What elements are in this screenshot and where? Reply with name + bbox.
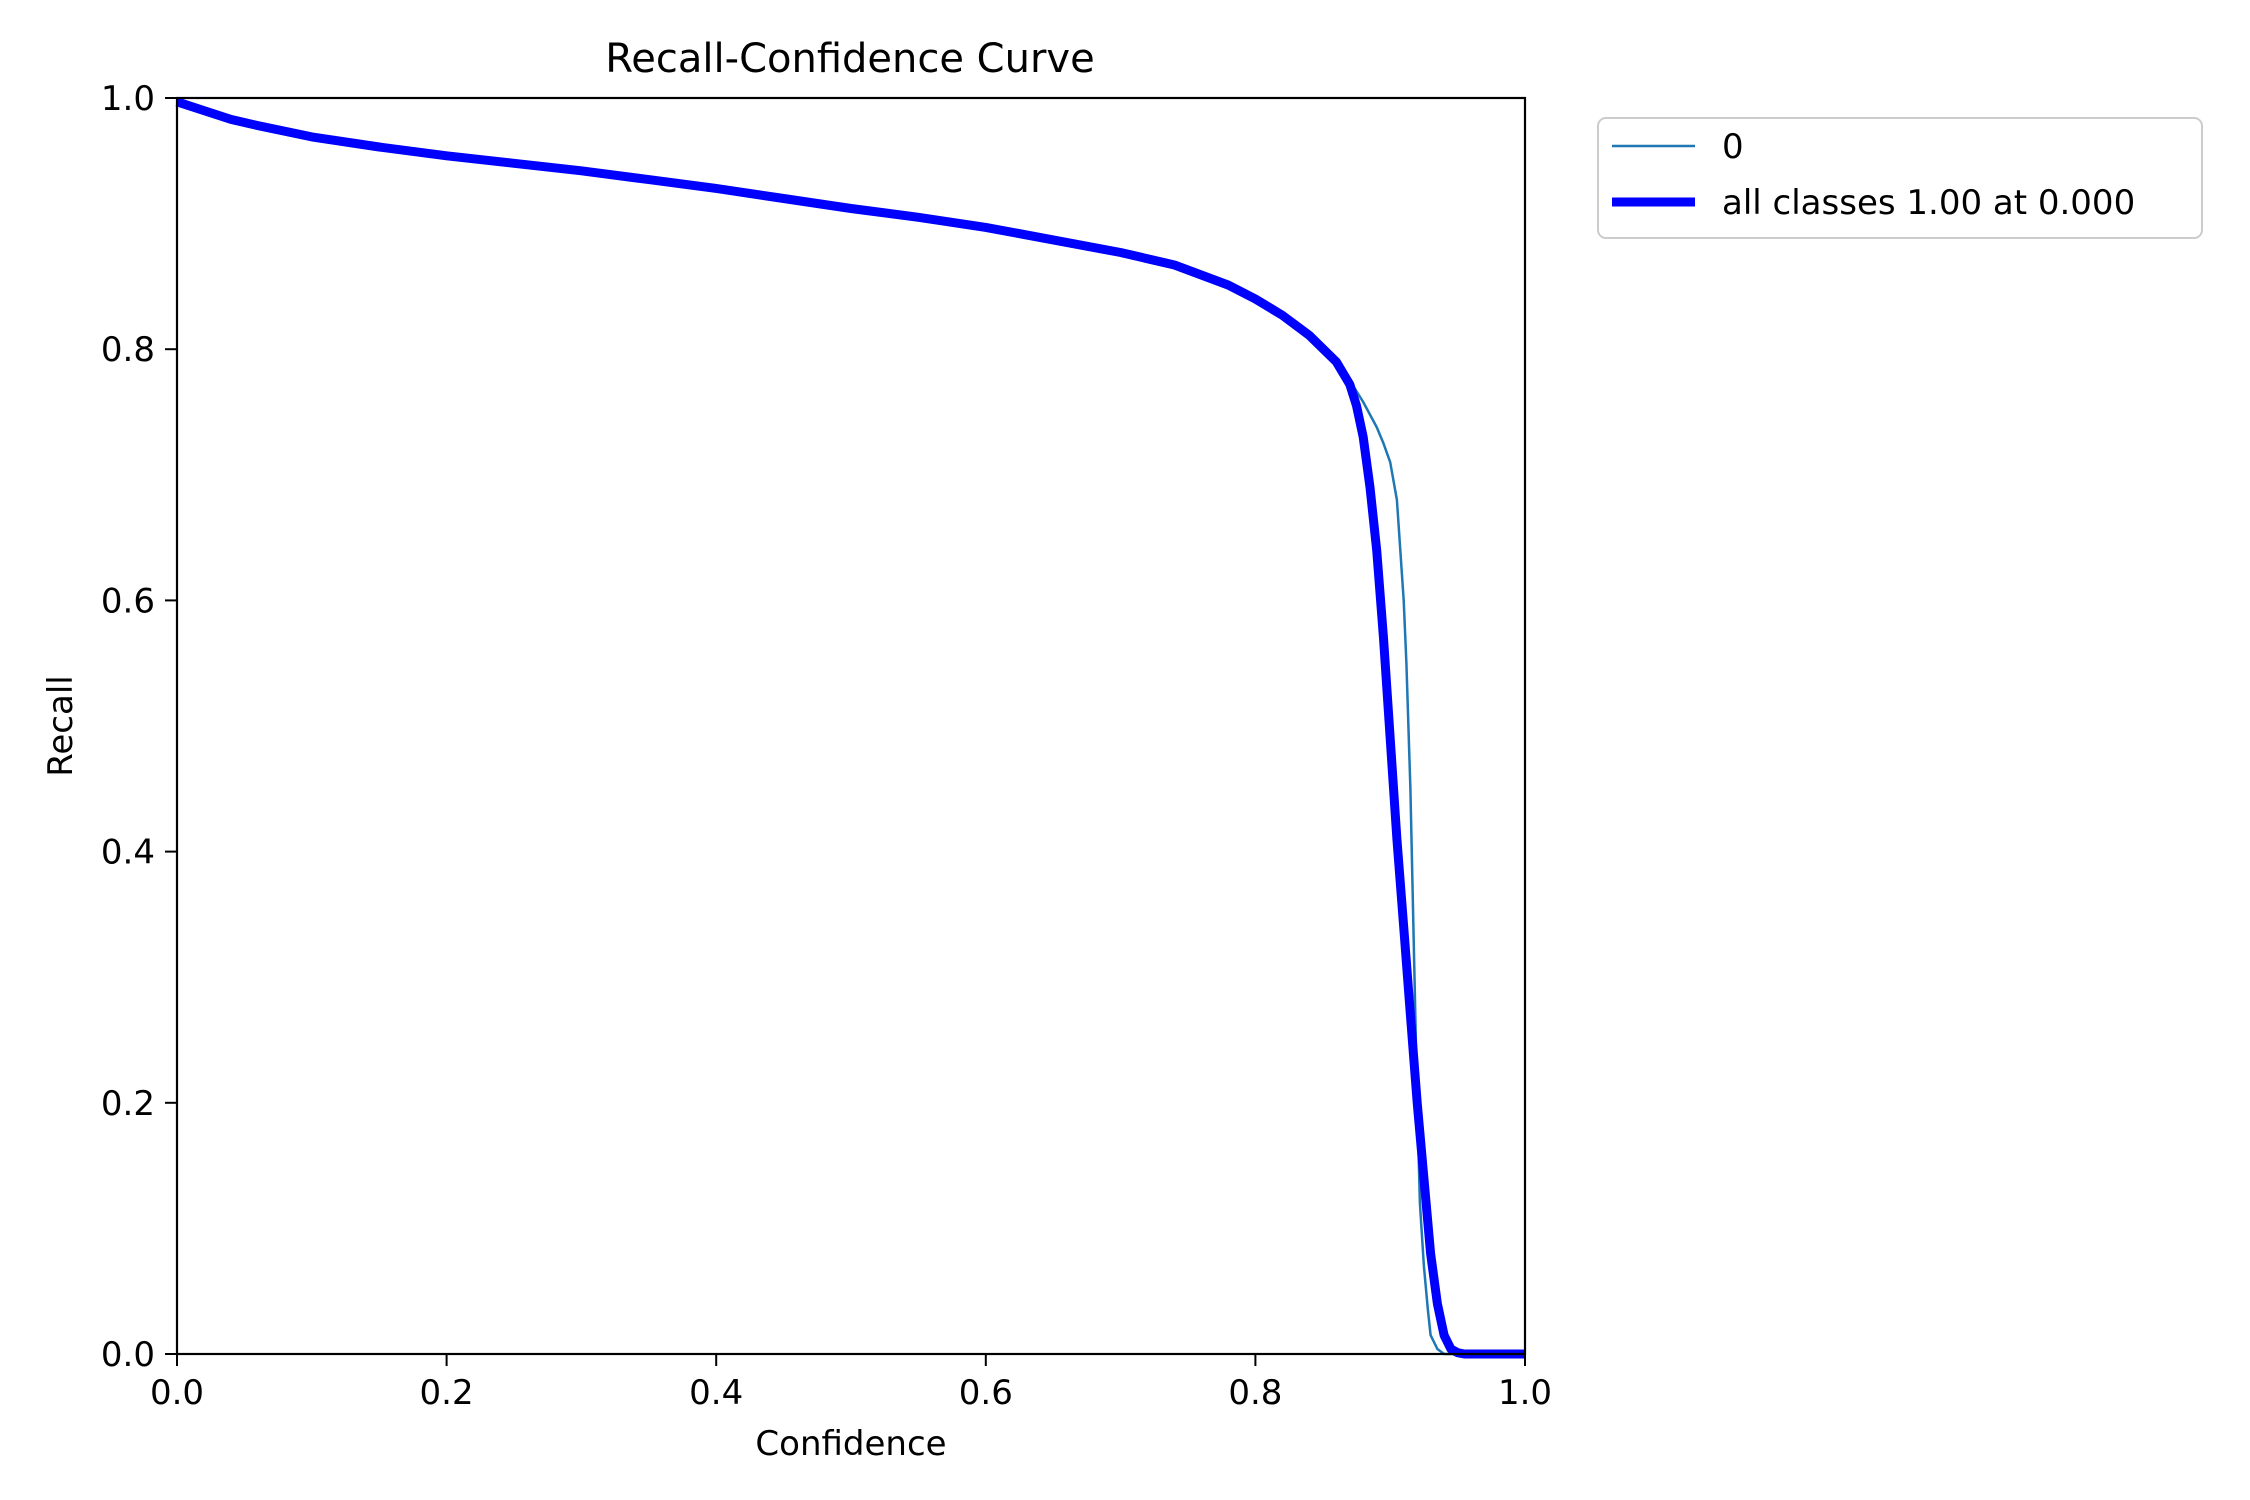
x-tick-label: 0.0: [150, 1373, 204, 1413]
y-tick-label: 0.4: [101, 833, 155, 873]
y-axis-label: Recall: [41, 675, 81, 776]
series-layer: [175, 97, 1525, 1359]
series-line-1: [175, 97, 1525, 1359]
legend-label-series-0: 0: [1722, 127, 1744, 167]
x-axis-label: Confidence: [755, 1424, 946, 1464]
y-tick-label: 0.2: [101, 1084, 155, 1124]
x-tick-label: 0.6: [959, 1373, 1013, 1413]
legend: 0 all classes 1.00 at 0.000: [1597, 117, 2203, 239]
y-axis-ticks: 0.0 0.2 0.4 0.6 0.8 1.0: [101, 79, 177, 1375]
legend-box: [1597, 117, 2203, 239]
plot-frame: [175, 96, 1527, 1356]
x-tick-label: 0.8: [1228, 1373, 1282, 1413]
legend-label-series-1: all classes 1.00 at 0.000: [1722, 183, 2135, 223]
x-axis-ticks: 0.0 0.2 0.4 0.6 0.8 1.0: [150, 1354, 1552, 1413]
y-tick-label: 1.0: [101, 79, 155, 119]
x-tick-label: 1.0: [1498, 1373, 1552, 1413]
y-tick-label: 0.6: [101, 581, 155, 621]
x-tick-label: 0.2: [420, 1373, 474, 1413]
y-tick-label: 0.0: [101, 1335, 155, 1375]
x-tick-label: 0.4: [689, 1373, 743, 1413]
y-tick-label: 0.8: [101, 330, 155, 370]
chart-title: Recall-Confidence Curve: [605, 36, 1094, 82]
